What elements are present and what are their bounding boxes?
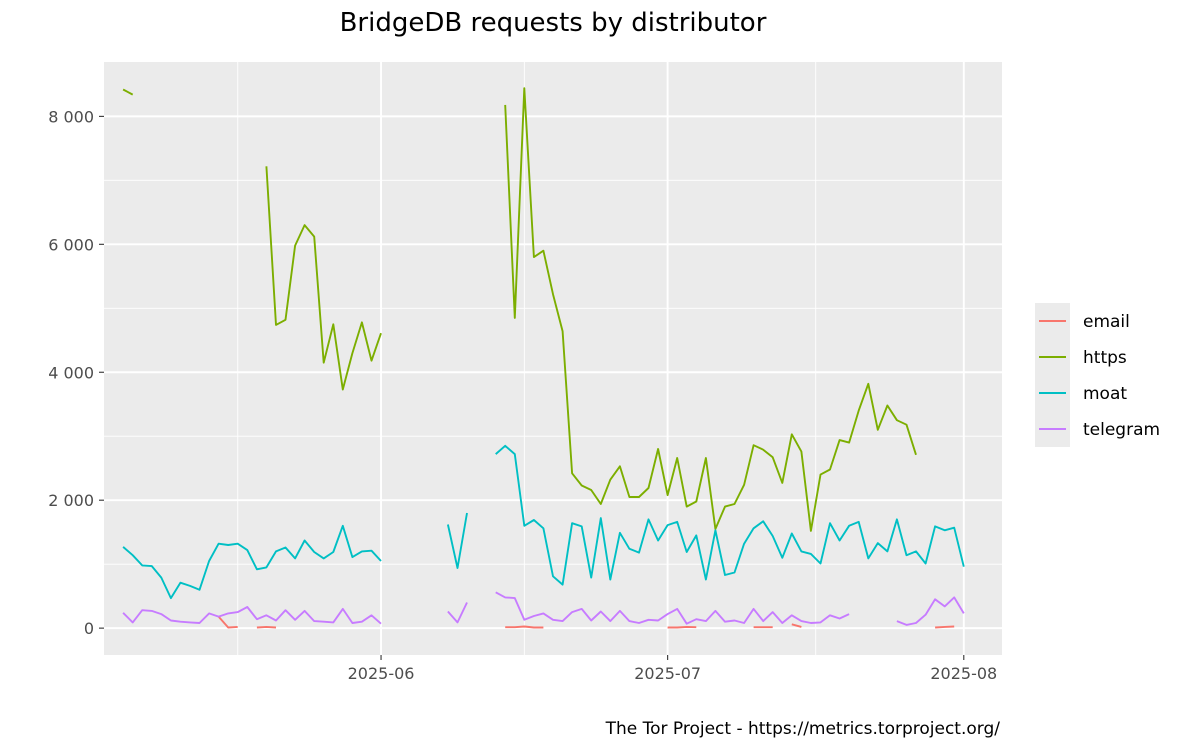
series-line-moat [122, 444, 965, 600]
y-tick-label: 0 [84, 619, 94, 638]
legend-label-moat: moat [1083, 384, 1127, 404]
y-tick-label: 2 000 [48, 491, 94, 510]
y-tick-label: 4 000 [48, 363, 94, 382]
plot-panel [104, 62, 1002, 655]
series-line-https [122, 87, 917, 532]
chart-caption: The Tor Project - https://metrics.torpro… [605, 719, 1001, 739]
legend-label-telegram: telegram [1083, 420, 1160, 440]
x-tick-label: 2025-07 [634, 664, 701, 683]
x-tick-label: 2025-08 [930, 664, 997, 683]
y-tick-label: 8 000 [48, 107, 94, 126]
series-line-telegram [122, 591, 965, 626]
chart-title: BridgeDB requests by distributor [340, 8, 767, 38]
series-lines [122, 87, 965, 629]
series-line-email [217, 615, 955, 629]
x-axis: 2025-06 2025-07 2025-08 [348, 655, 997, 683]
legend: email https moat telegram [1035, 303, 1160, 447]
legend-label-email: email [1083, 312, 1130, 332]
major-gridlines [104, 62, 1002, 655]
legend-label-https: https [1083, 348, 1127, 368]
y-tick-label: 6 000 [48, 235, 94, 254]
y-axis: 0 2 000 4 000 6 000 8 000 [48, 107, 104, 638]
x-tick-label: 2025-06 [348, 664, 415, 683]
